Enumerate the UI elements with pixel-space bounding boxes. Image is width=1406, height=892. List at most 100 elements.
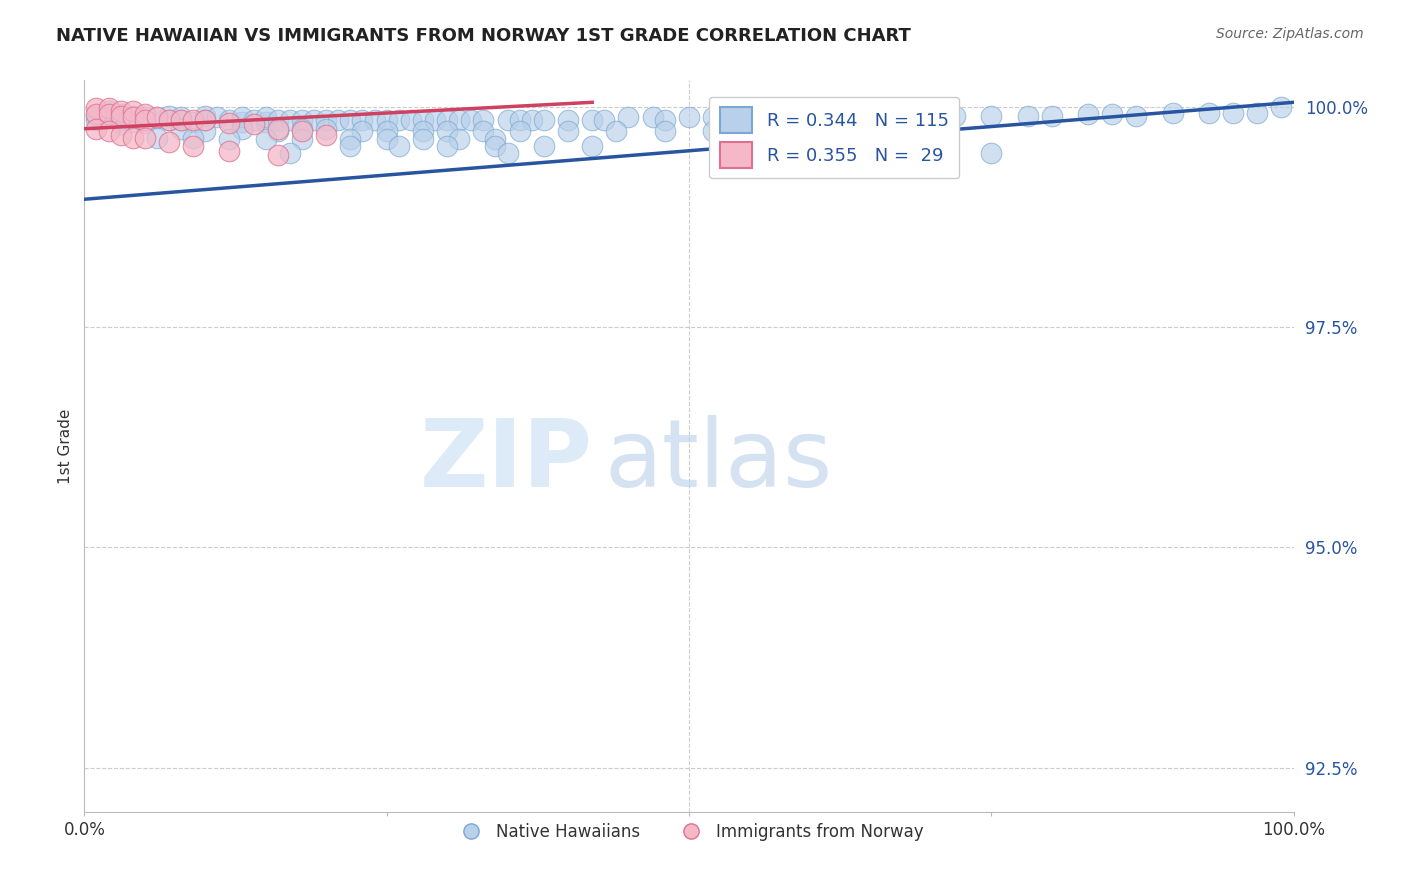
Point <box>194 112 217 127</box>
Text: ZIP: ZIP <box>419 415 592 507</box>
Point <box>121 130 143 145</box>
Point <box>1270 100 1292 114</box>
Point <box>1198 106 1220 120</box>
Point <box>267 124 290 138</box>
Point <box>134 107 156 121</box>
Point <box>97 107 120 121</box>
Point <box>254 110 277 124</box>
Point <box>242 117 264 131</box>
Point <box>762 110 785 124</box>
Point <box>110 107 132 121</box>
Point <box>157 109 180 123</box>
Point <box>278 112 301 127</box>
Point <box>170 112 193 127</box>
Point <box>134 130 156 145</box>
Point <box>134 115 156 129</box>
Point <box>412 124 434 138</box>
Point <box>654 112 676 127</box>
Point <box>375 132 398 146</box>
Point <box>399 112 422 127</box>
Point <box>557 112 579 127</box>
Point <box>702 124 724 138</box>
Point <box>97 124 120 138</box>
Point <box>352 112 374 127</box>
Point <box>231 114 253 128</box>
Point <box>823 110 845 124</box>
Point <box>121 104 143 119</box>
Point <box>121 114 143 128</box>
Legend: Native Hawaiians, Immigrants from Norway: Native Hawaiians, Immigrants from Norway <box>449 816 929 847</box>
Point <box>218 144 240 158</box>
Point <box>496 112 519 127</box>
Point <box>291 124 314 138</box>
Point <box>980 109 1002 123</box>
Point <box>678 110 700 124</box>
Point <box>436 124 458 138</box>
Point <box>97 110 120 124</box>
Point <box>339 139 361 153</box>
Point <box>363 112 385 127</box>
Text: Source: ZipAtlas.com: Source: ZipAtlas.com <box>1216 27 1364 41</box>
Point <box>110 104 132 119</box>
Point <box>157 112 180 127</box>
Point <box>581 112 603 127</box>
Point <box>593 112 616 127</box>
Point <box>86 109 108 123</box>
Point <box>352 124 374 138</box>
Point <box>181 130 204 145</box>
Point <box>980 145 1002 160</box>
Point <box>134 112 156 127</box>
Point <box>496 145 519 160</box>
Point <box>86 107 108 121</box>
Point <box>375 112 398 127</box>
Point <box>883 110 905 124</box>
Point <box>291 112 314 127</box>
Point <box>1222 106 1244 120</box>
Point <box>194 112 217 127</box>
Point <box>533 139 555 153</box>
Point <box>170 110 193 124</box>
Point <box>702 110 724 124</box>
Point <box>267 112 290 127</box>
Point <box>859 110 882 124</box>
Point <box>460 112 482 127</box>
Point <box>1161 106 1184 120</box>
Point <box>472 124 495 138</box>
Point <box>218 132 240 146</box>
Point <box>775 121 797 136</box>
Point <box>328 112 350 127</box>
Point <box>388 139 411 153</box>
Point <box>920 109 942 123</box>
Point <box>181 112 204 127</box>
Point <box>110 109 132 123</box>
Point <box>799 110 821 124</box>
Point <box>218 115 240 129</box>
Point <box>231 121 253 136</box>
Point <box>1125 109 1147 123</box>
Point <box>509 112 531 127</box>
Point <box>315 128 337 142</box>
Point <box>267 121 290 136</box>
Point <box>412 132 434 146</box>
Y-axis label: 1st Grade: 1st Grade <box>58 409 73 483</box>
Point <box>86 121 108 136</box>
Text: atlas: atlas <box>605 415 832 507</box>
Point <box>134 110 156 124</box>
Point <box>412 112 434 127</box>
Point <box>388 112 411 127</box>
Point <box>581 139 603 153</box>
Point <box>267 148 290 162</box>
Point <box>254 132 277 146</box>
Point <box>97 102 120 116</box>
Point <box>146 130 169 145</box>
Point <box>302 112 325 127</box>
Point <box>484 139 506 153</box>
Point <box>231 110 253 124</box>
Point <box>110 117 132 131</box>
Point <box>520 112 543 127</box>
Point <box>617 110 640 124</box>
Point <box>194 124 217 138</box>
Point <box>181 139 204 153</box>
Point <box>423 112 446 127</box>
Point <box>738 110 761 124</box>
